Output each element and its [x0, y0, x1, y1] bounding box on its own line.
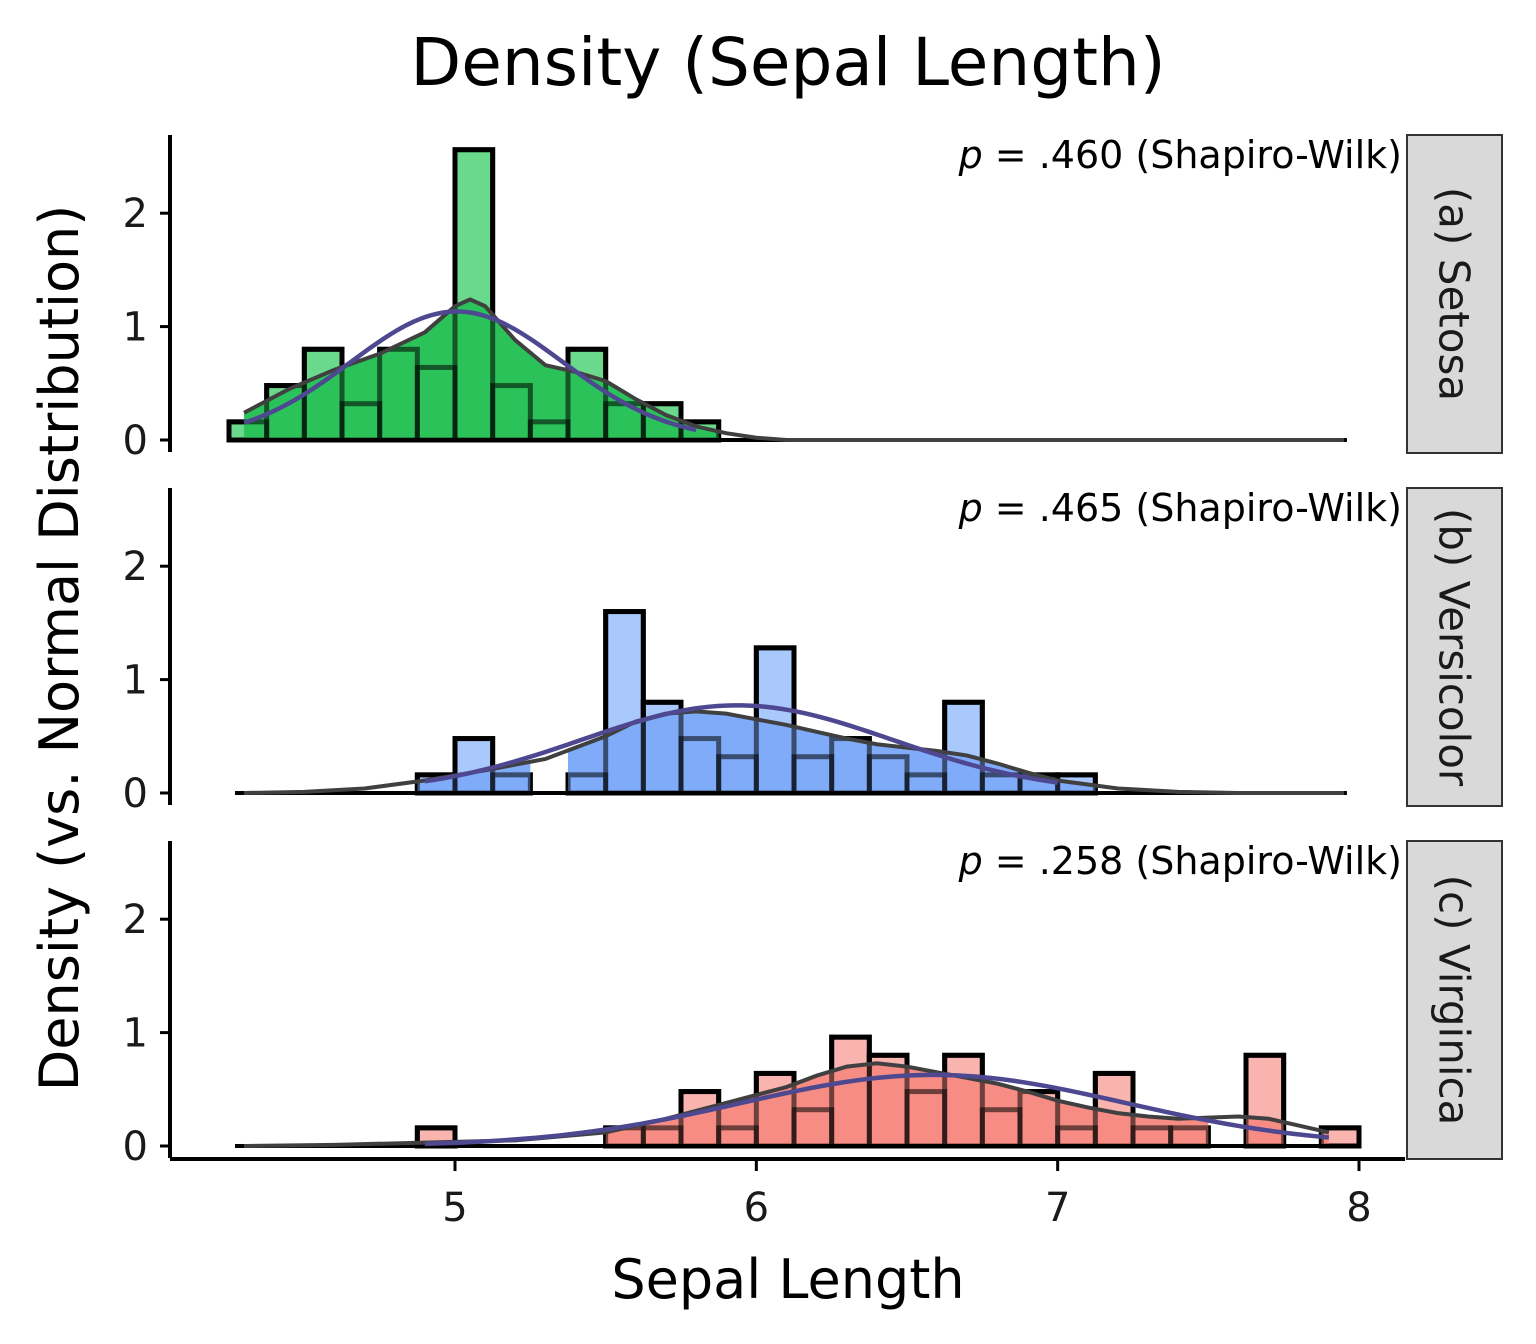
- facet-strip-label: (b) Versicolor: [1430, 508, 1479, 787]
- facet-panels: 0 1 2 p = .460 (Shapiro-Wilk) (a) Setosa 0 1 2 p…: [123, 133, 1503, 1170]
- facet-panel: 0 1 2 p = .460 (Shapiro-Wilk) (a) Setosa: [123, 133, 1503, 464]
- p-symbol: p: [958, 486, 983, 530]
- facet-strip-label: (c) Virginica: [1430, 875, 1479, 1126]
- facet-strip: [1406, 487, 1503, 807]
- y-tick-label: 1: [123, 305, 148, 351]
- y-tick-label: 1: [123, 658, 148, 704]
- y-tick-label: 2: [123, 191, 148, 237]
- p-symbol: p: [958, 839, 983, 883]
- x-axis-title: Sepal Length: [611, 1248, 964, 1311]
- x-tick-label: 5: [442, 1185, 467, 1231]
- facet-panel: 0 1 2 p = .258 (Shapiro-Wilk) (c) Virginica: [123, 839, 1503, 1170]
- normal-curve: [424, 703, 1058, 785]
- shapiro-wilk-annotation: p = .465 (Shapiro-Wilk): [958, 486, 1402, 530]
- facet-strip-label: (a) Setosa: [1430, 187, 1479, 401]
- facet-strip: [1406, 840, 1503, 1160]
- x-axis: 5 6 7 8: [170, 1157, 1405, 1231]
- normal-curve: [424, 1072, 1330, 1147]
- density-curve: [243, 297, 1344, 442]
- chart-title: Density (Sepal Length): [410, 24, 1165, 101]
- y-tick-label: 2: [123, 544, 148, 590]
- shapiro-wilk-annotation: p = .258 (Shapiro-Wilk): [958, 839, 1402, 883]
- p-value-text: = .460 (Shapiro-Wilk): [983, 133, 1402, 177]
- p-value-text: = .258 (Shapiro-Wilk): [983, 839, 1402, 883]
- x-tick-label: 7: [1045, 1185, 1070, 1231]
- y-tick-label: 2: [123, 897, 148, 943]
- y-axis-title: Density (vs. Normal Distribution): [28, 205, 91, 1092]
- facet-panel: 0 1 2 p = .465 (Shapiro-Wilk) (b) Versicolor: [123, 486, 1503, 817]
- y-tick-label: 0: [123, 771, 148, 817]
- p-value-text: = .465 (Shapiro-Wilk): [983, 486, 1402, 530]
- x-tick-label: 8: [1346, 1185, 1371, 1231]
- shapiro-wilk-annotation: p = .460 (Shapiro-Wilk): [958, 133, 1402, 177]
- normal-curve: [243, 309, 697, 433]
- y-tick-label: 1: [123, 1011, 148, 1057]
- y-tick-label: 0: [123, 418, 148, 464]
- facet-strip: [1406, 134, 1503, 454]
- y-tick-label: 0: [123, 1124, 148, 1170]
- x-tick-label: 6: [744, 1185, 769, 1231]
- p-symbol: p: [958, 133, 983, 177]
- density-area: [244, 299, 719, 440]
